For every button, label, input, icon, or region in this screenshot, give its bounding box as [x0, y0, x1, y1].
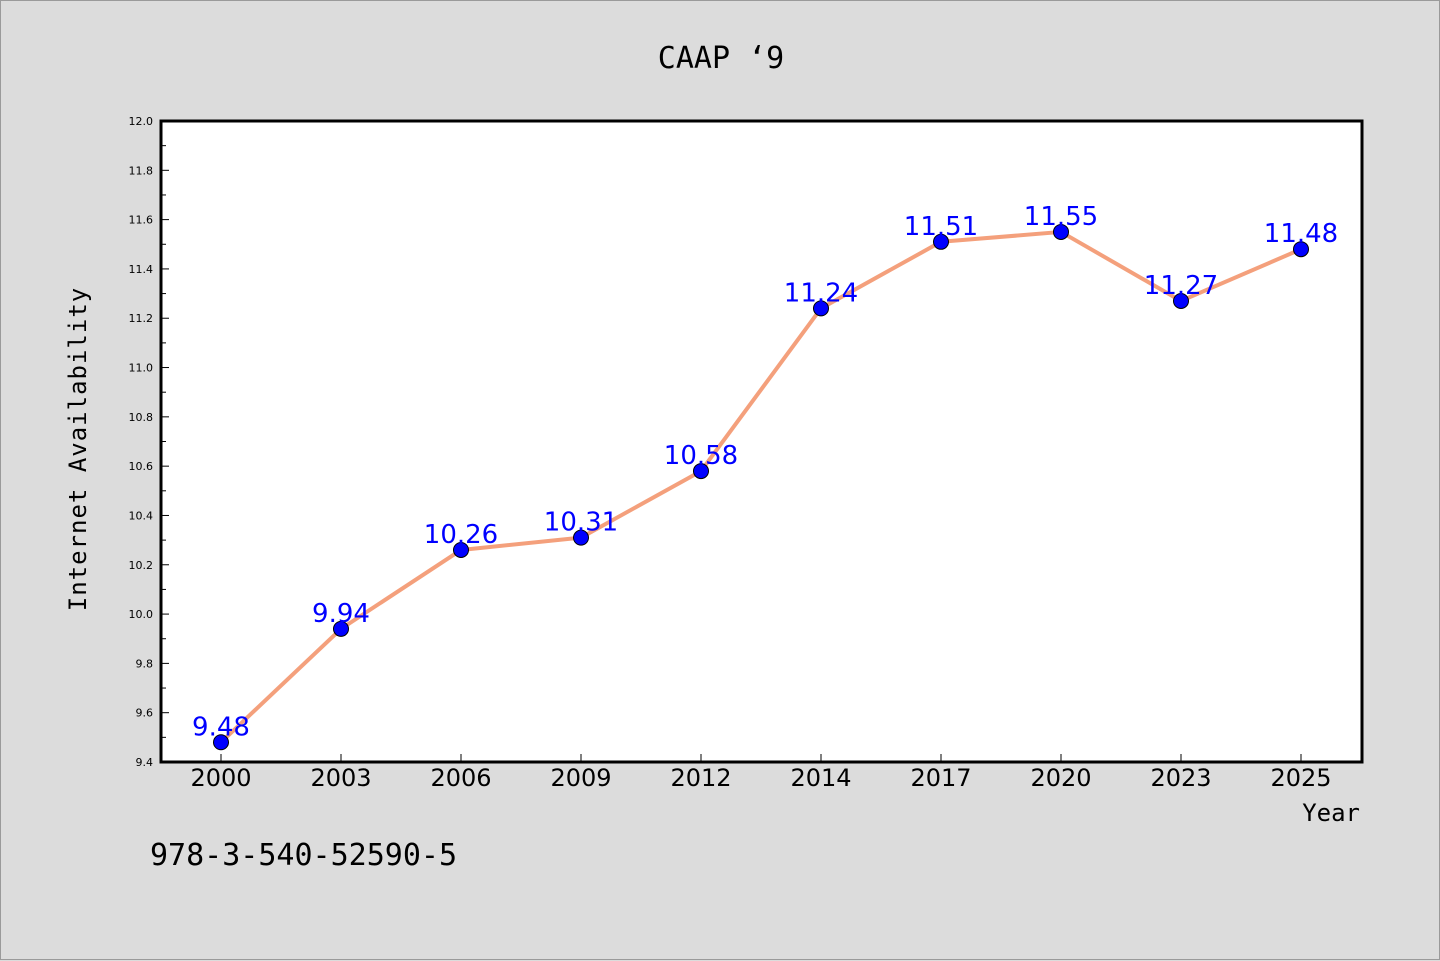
data-label: 10.26: [424, 520, 498, 550]
y-tick-label: 11.2: [129, 312, 154, 325]
data-label: 11.24: [784, 278, 858, 308]
y-tick-label: 10.8: [129, 411, 154, 424]
plot-area: [159, 119, 1364, 764]
data-label: 11.55: [1024, 202, 1098, 232]
y-tick-label: 9.8: [136, 657, 154, 670]
data-label: 9.48: [192, 712, 250, 742]
data-point: [693, 463, 709, 480]
data-point: [213, 734, 229, 751]
data-point: [1173, 292, 1189, 309]
y-tick-label: 11.4: [129, 263, 154, 276]
y-tick-label: 11.8: [129, 164, 154, 177]
data-point: [813, 300, 829, 317]
x-tick-label: 2006: [430, 764, 491, 792]
x-axis-label: Year: [1302, 799, 1360, 827]
data-label: 10.58: [664, 441, 738, 471]
y-tick-label: 10.4: [129, 509, 154, 522]
y-tick-label: 11.0: [129, 362, 154, 375]
x-tick-label: 2012: [670, 764, 731, 792]
data-label: 9.94: [312, 599, 370, 629]
y-tick-label: 9.6: [136, 707, 154, 720]
isbn-text: 978-3-540-52590-5: [150, 838, 457, 873]
x-tick-label: 2025: [1270, 764, 1331, 792]
data-point: [573, 529, 589, 546]
data-point: [333, 620, 349, 637]
y-tick-label: 10.2: [129, 559, 154, 572]
y-tick-label: 9.4: [136, 756, 154, 769]
x-axis: 2000 2003 2006 2009 2012 2014 2017 2020 2023 2025: [190, 754, 1332, 792]
data-label: 11.51: [904, 212, 978, 242]
data-point: [1053, 223, 1069, 240]
series: 9.48 9.94 10.26 10.31 10.58 11.24 11.51 11.55 11…: [192, 202, 1338, 751]
y-tick-label: 10.0: [129, 608, 154, 621]
data-label: 11.27: [1144, 271, 1218, 301]
data-point: [933, 233, 949, 250]
data-label: 11.48: [1264, 219, 1338, 249]
x-tick-label: 2020: [1030, 764, 1091, 792]
y-tick-label: 10.6: [129, 460, 154, 473]
x-tick-label: 2003: [310, 764, 371, 792]
data-label: 10.31: [544, 508, 618, 538]
y-axis: 9.4 9.6 9.8 10.0 10.2 10.4 10.6 10.8 11.0 11.2 11.…: [129, 115, 169, 769]
x-tick-label: 2017: [910, 764, 971, 792]
y-tick-label: 12.0: [129, 115, 154, 128]
y-axis-label: Internet Availability: [64, 287, 92, 611]
x-tick-label: 2000: [190, 764, 251, 792]
x-tick-label: 2023: [1150, 764, 1211, 792]
data-point: [1293, 241, 1309, 258]
y-tick-label: 11.6: [129, 214, 154, 227]
series-line: [219, 229, 1302, 744]
x-tick-label: 2014: [790, 764, 851, 792]
chart-title: CAAP ‘9: [658, 41, 784, 76]
data-point: [453, 541, 469, 558]
x-tick-label: 2009: [550, 764, 611, 792]
